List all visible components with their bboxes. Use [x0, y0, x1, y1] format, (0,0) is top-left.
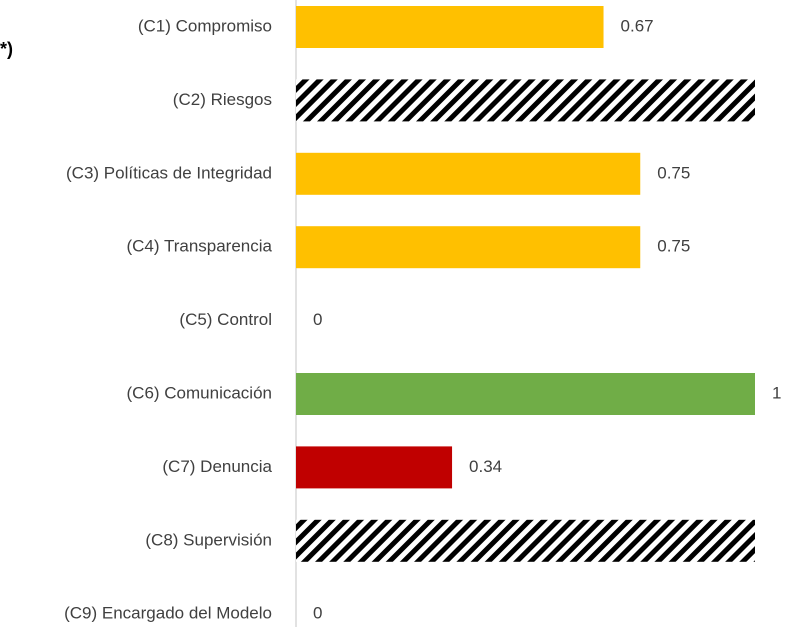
category-label: (C1) Compromiso — [138, 16, 272, 35]
category-label: (C4) Transparencia — [126, 237, 272, 256]
value-label: 0 — [313, 310, 322, 329]
bar — [296, 446, 453, 489]
value-label: 0.75 — [657, 237, 690, 256]
category-label: (C9) Encargado del Modelo — [64, 604, 272, 623]
category-label: (C6) Comunicación — [127, 383, 273, 402]
bar — [296, 152, 641, 195]
category-label: (C5) Control — [179, 310, 272, 329]
bar — [296, 79, 755, 122]
value-label: 0.34 — [469, 457, 502, 476]
category-label: (C2) Riesgos — [173, 90, 272, 109]
value-label: 0.75 — [657, 163, 690, 182]
value-label: 0.67 — [621, 16, 654, 35]
value-label: 1 — [772, 383, 781, 402]
bar — [296, 6, 604, 48]
annotation: *) — [0, 39, 13, 59]
category-label: (C7) Denuncia — [162, 457, 272, 476]
bar — [296, 373, 755, 415]
category-label: (C3) Políticas de Integridad — [66, 163, 272, 182]
bar — [296, 226, 641, 269]
value-label: 0 — [313, 604, 322, 623]
category-label: (C8) Supervisión — [145, 530, 272, 549]
bar — [296, 519, 755, 562]
